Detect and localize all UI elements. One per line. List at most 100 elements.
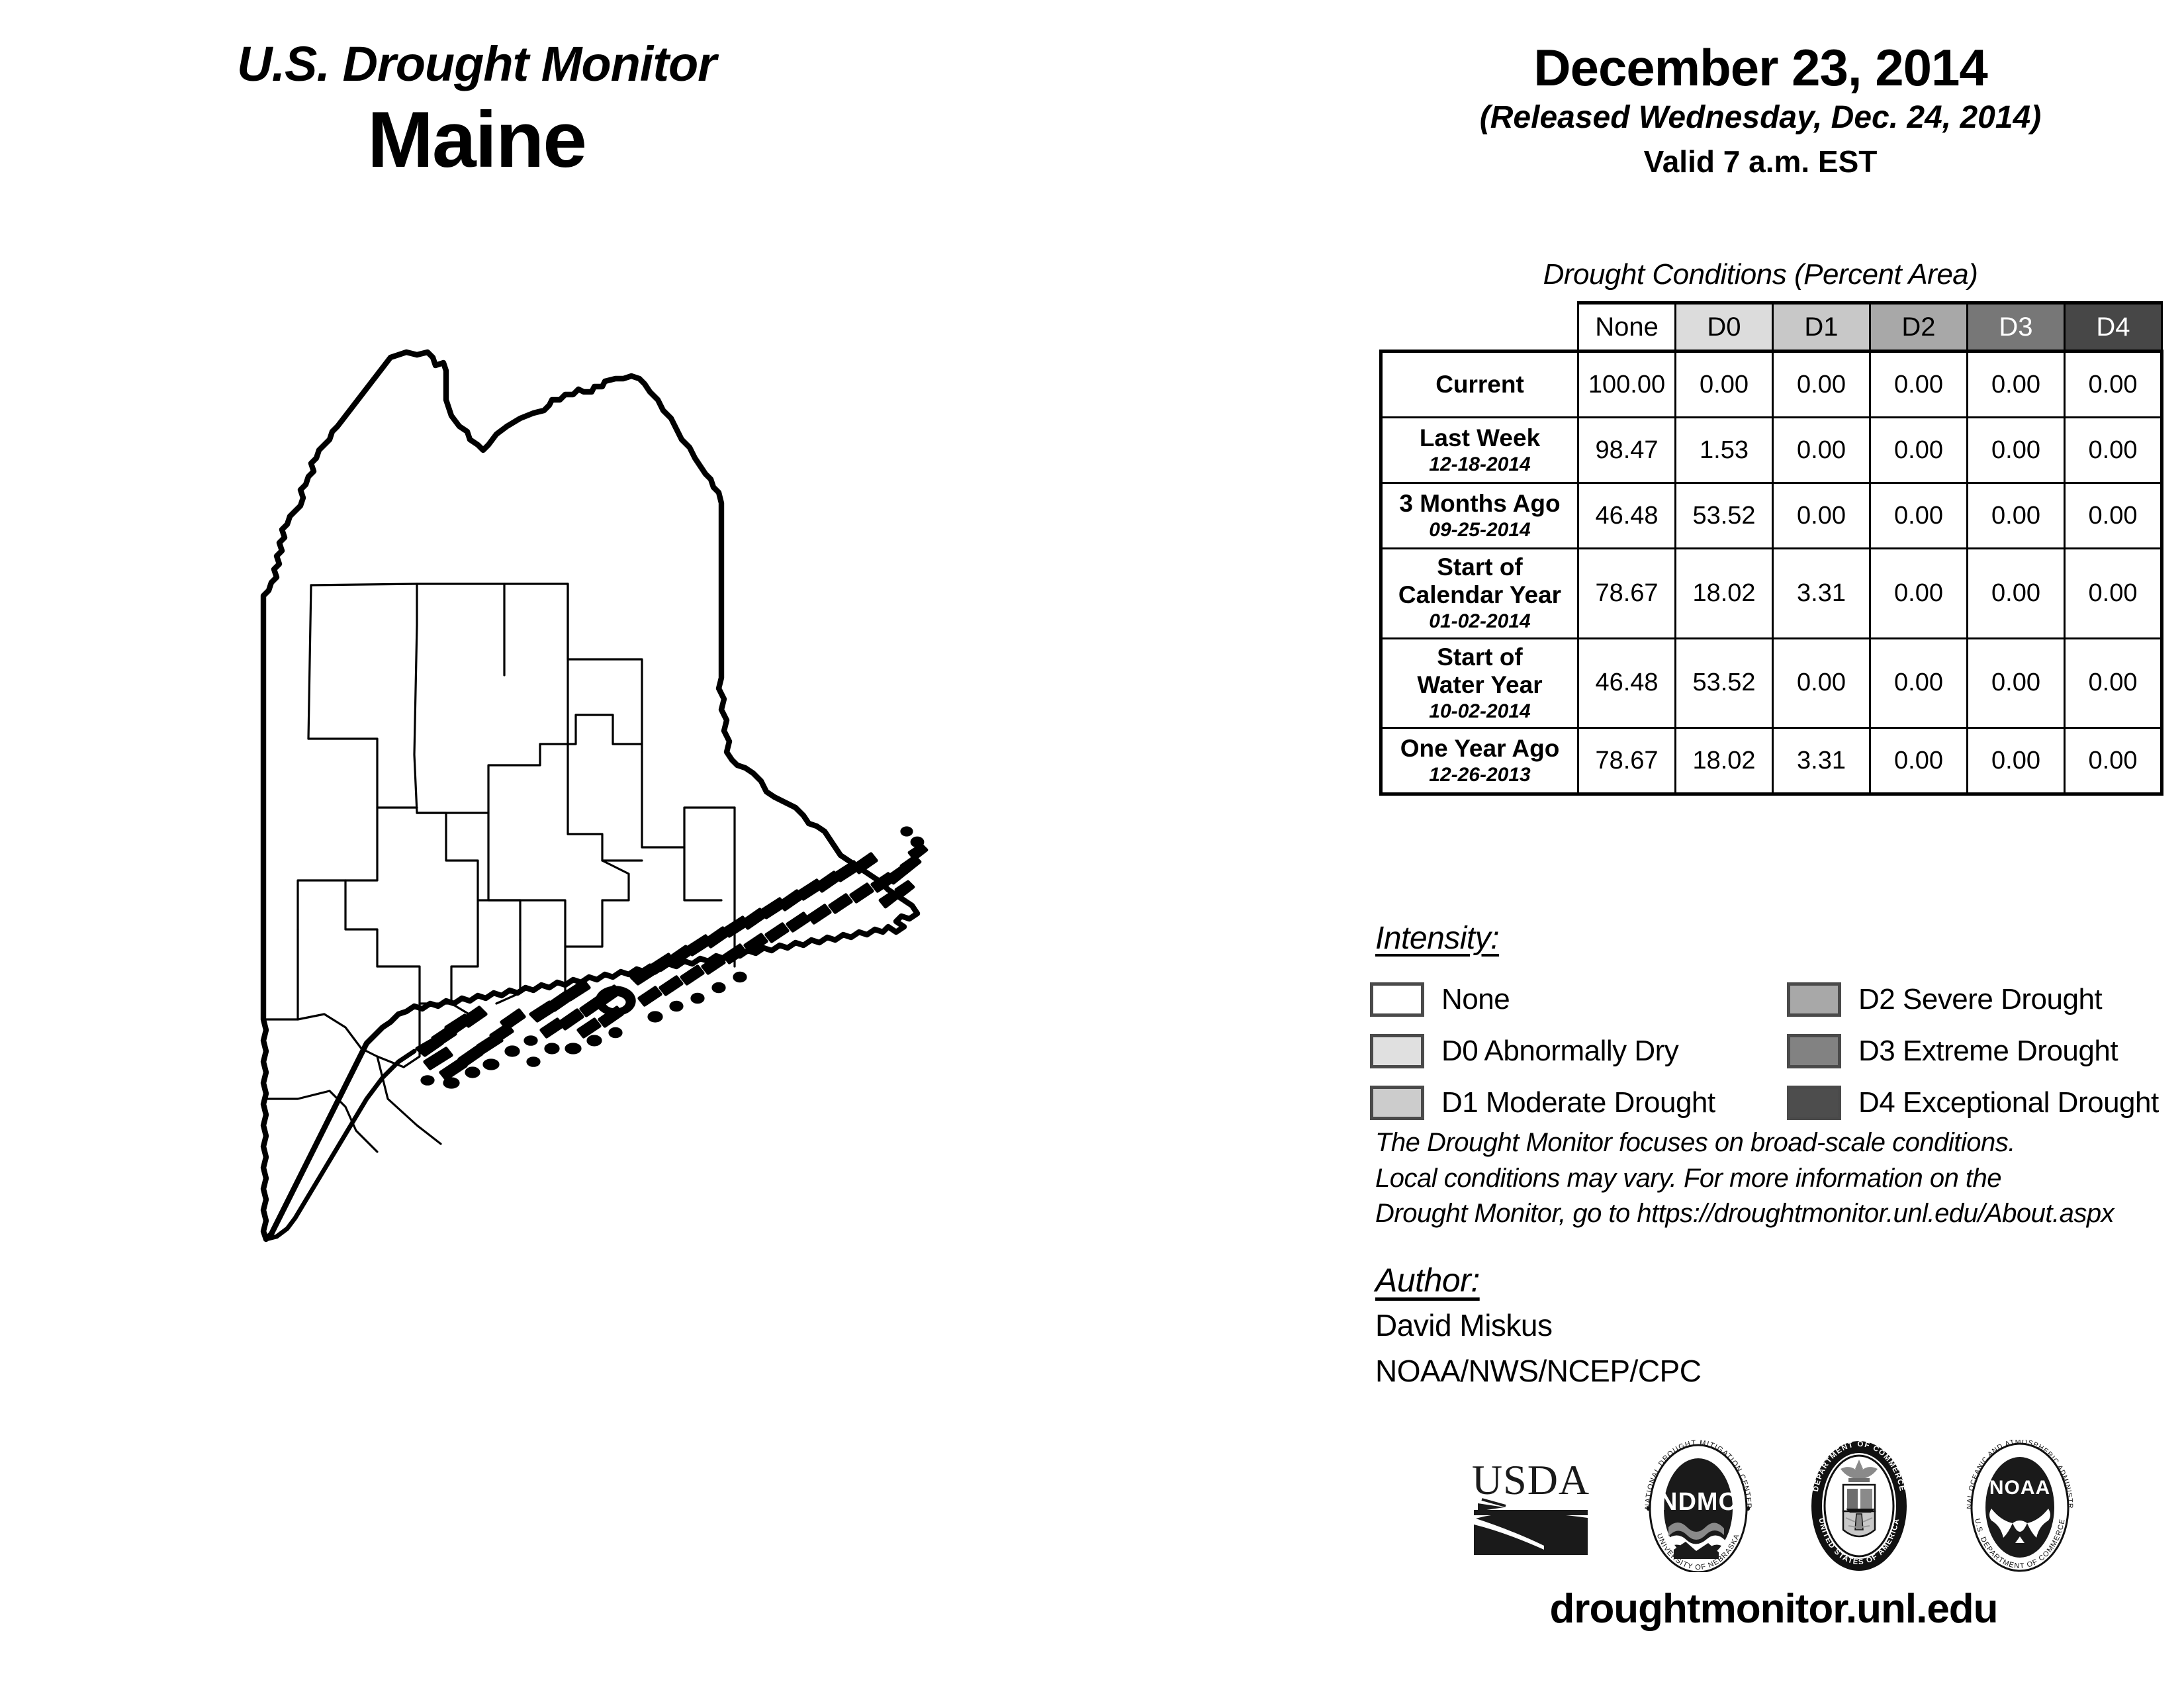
- legend-label: D3 Extreme Drought: [1858, 1035, 2118, 1067]
- table-cell-d2: 0.00: [1869, 727, 1968, 796]
- legend-item[interactable]: D3 Extreme Drought: [1787, 1025, 2177, 1077]
- row-label-line: Current: [1435, 370, 1524, 398]
- row-label-date: 12-18-2014: [1429, 453, 1531, 475]
- table-cell-d2: 0.00: [1869, 416, 1968, 484]
- table-cell-none: 46.48: [1577, 637, 1676, 729]
- row-label-date: 10-02-2014: [1429, 700, 1531, 722]
- legend-item[interactable]: None: [1370, 974, 1787, 1025]
- usda-logo: USDA: [1465, 1446, 1597, 1569]
- table-cell-d4: 0.00: [2064, 547, 2163, 639]
- table-cell-d3: 0.00: [1966, 727, 2066, 796]
- county-boundaries: [263, 583, 736, 1153]
- table-cell-none: 100.00: [1577, 350, 1676, 418]
- table-cell-d4: 0.00: [2064, 727, 2163, 796]
- table-cell-none: 98.47: [1577, 416, 1676, 484]
- table-header: None D0 D1 D2 D3 D4: [1381, 301, 2163, 353]
- table-cell-d2: 0.00: [1869, 637, 1968, 729]
- table-cell-d1: 0.00: [1772, 416, 1871, 484]
- table-cell-d4: 0.00: [2064, 482, 2163, 549]
- penobscot-bay-islands: [526, 979, 636, 1067]
- disclaimer-line-2: Local conditions may vary. For more info…: [1375, 1163, 2002, 1193]
- legend-swatch-icon: [1787, 982, 1841, 1017]
- col-header-d2: D2: [1869, 301, 1968, 353]
- row-label: One Year Ago 12-26-2013: [1379, 727, 1579, 796]
- legend-swatch-icon: [1787, 1086, 1841, 1120]
- row-label: Start of Water Year 10-02-2014: [1379, 637, 1579, 729]
- noaa-logo: NATIONAL OCEANIC AND ATMOSPHERIC ADMINIS…: [1954, 1434, 2083, 1575]
- legend-swatch-icon: [1370, 982, 1424, 1017]
- table-body: Current 100.00 0.00 0.00 0.00 0.00 0.00 Last We…: [1379, 350, 2163, 796]
- legend-swatch-icon: [1787, 1034, 1841, 1068]
- title-block: U.S. Drought Monitor Maine: [0, 40, 953, 184]
- legend-label: D1 Moderate Drought: [1441, 1086, 1715, 1119]
- svg-text:USDA: USDA: [1472, 1456, 1590, 1503]
- table-cell-d0: 0.00: [1674, 350, 1774, 418]
- table-row: Start of Calendar Year 01-02-2014 78.67 18.0…: [1379, 547, 2163, 639]
- table-cell-d3: 0.00: [1966, 637, 2066, 729]
- row-label-line: Calendar Year: [1398, 581, 1562, 609]
- drought-conditions-table: None D0 D1 D2 D3 D4 Current 100.00 0.00 0.0…: [1379, 301, 2163, 796]
- table-cell-d0: 53.52: [1674, 482, 1774, 549]
- logo-row: USDA NATIONAL DROUGHT MITIGATION CENTER: [1363, 1434, 2184, 1575]
- col-header-d0: D0: [1674, 301, 1774, 353]
- table-cell-d1: 0.00: [1772, 482, 1871, 549]
- table-cell-d3: 0.00: [1966, 482, 2066, 549]
- legend-swatch-icon: [1370, 1034, 1424, 1068]
- table-cell-d2: 0.00: [1869, 350, 1968, 418]
- table-row: 3 Months Ago 09-25-2014 46.48 53.52 0.00 0.00…: [1379, 482, 2163, 549]
- legend-swatch-icon: [1370, 1086, 1424, 1120]
- svg-text:NOAA: NOAA: [1989, 1477, 2050, 1499]
- table-cell-d4: 0.00: [2064, 416, 2163, 484]
- table-cell-none: 46.48: [1577, 482, 1676, 549]
- table-cell-d1: 0.00: [1772, 637, 1871, 729]
- row-label-line: Last Week: [1419, 424, 1541, 451]
- footer-url[interactable]: droughtmonitor.unl.edu: [1549, 1586, 1998, 1632]
- legend-label: D0 Abnormally Dry: [1441, 1035, 1679, 1067]
- maine-drought-map[interactable]: [218, 278, 1145, 1575]
- table-cell-d0: 18.02: [1674, 547, 1774, 639]
- table-cell-d4: 0.00: [2064, 637, 2163, 729]
- table-cell-d1: 0.00: [1772, 350, 1871, 418]
- state-title: Maine: [367, 95, 587, 184]
- legend-label: None: [1441, 983, 1510, 1015]
- legend-item[interactable]: D1 Moderate Drought: [1370, 1077, 1787, 1129]
- row-label-date: 09-25-2014: [1429, 518, 1531, 541]
- table-cell-none: 78.67: [1577, 547, 1676, 639]
- table-cell-d2: 0.00: [1869, 547, 1968, 639]
- release-date: (Released Wednesday, Dec. 24, 2014): [1479, 99, 2042, 135]
- col-header-d4: D4: [2064, 301, 2163, 353]
- row-label: 3 Months Ago 09-25-2014: [1379, 482, 1579, 549]
- info-panel: December 23, 2014 (Released Wednesday, D…: [1363, 0, 2184, 1688]
- table-row: Last Week 12-18-2014 98.47 1.53 0.00 0.00 0.00…: [1379, 416, 2163, 484]
- table-header-row: None D0 D1 D2 D3 D4: [1381, 301, 2163, 353]
- table-row: One Year Ago 12-26-2013 78.67 18.02 3.31 0.00…: [1379, 727, 2163, 796]
- legend-item[interactable]: D0 Abnormally Dry: [1370, 1025, 1787, 1077]
- table-cell-d2: 0.00: [1869, 482, 1968, 549]
- legend-grid: None D2 Severe Drought D0 Abnormally Dry D3…: [1370, 974, 2177, 1129]
- ndmc-logo: NATIONAL DROUGHT MITIGATION CENTER UNIVE…: [1635, 1439, 1761, 1575]
- valid-time: Valid 7 a.m. EST: [1643, 144, 1878, 179]
- legend-item[interactable]: D4 Exceptional Drought: [1787, 1077, 2177, 1129]
- southwest-coastline: [263, 1049, 417, 1242]
- intensity-legend: Intensity: None D2 Severe Drought D0 Abnor…: [1370, 920, 2177, 1129]
- casco-bay-islands: [415, 1006, 538, 1089]
- table-cell-d1: 3.31: [1772, 547, 1871, 639]
- disclaimer-line-1: The Drought Monitor focuses on broad-sca…: [1375, 1128, 2015, 1157]
- row-label-line: Water Year: [1417, 671, 1543, 698]
- row-label-line: Start of: [1437, 643, 1523, 671]
- legend-item[interactable]: D2 Severe Drought: [1787, 974, 2177, 1025]
- table-cell-d1: 3.31: [1772, 727, 1871, 796]
- table-cell-d3: 0.00: [1966, 350, 2066, 418]
- svg-text:NDMC: NDMC: [1659, 1488, 1737, 1516]
- row-label-line: Start of: [1437, 553, 1523, 581]
- row-label-line: 3 Months Ago: [1399, 489, 1561, 517]
- author-heading: Author:: [1375, 1262, 1480, 1299]
- table-cell-d0: 18.02: [1674, 727, 1774, 796]
- row-label: Last Week 12-18-2014: [1379, 416, 1579, 484]
- table-caption: Drought Conditions (Percent Area): [1543, 258, 1978, 291]
- author-block: Author: David Miskus NOAA/NWS/NCEP/CPC: [1375, 1261, 1971, 1391]
- author-affiliation: NOAA/NWS/NCEP/CPC: [1375, 1353, 1702, 1388]
- far-downeast-detail: [878, 826, 929, 909]
- map-panel: U.S. Drought Monitor Maine: [0, 40, 1145, 1575]
- legend-label: D4 Exceptional Drought: [1858, 1086, 2159, 1119]
